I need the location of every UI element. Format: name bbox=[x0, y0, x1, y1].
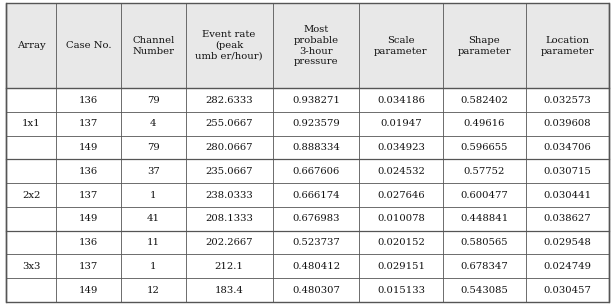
Text: 0.01947: 0.01947 bbox=[380, 119, 422, 128]
Text: 11: 11 bbox=[147, 238, 160, 247]
Text: 0.678347: 0.678347 bbox=[460, 262, 508, 271]
Text: Shape
parameter: Shape parameter bbox=[458, 36, 511, 56]
Text: 3x3: 3x3 bbox=[22, 262, 41, 271]
Text: 41: 41 bbox=[147, 214, 160, 223]
Text: 0.480307: 0.480307 bbox=[292, 285, 340, 295]
Text: 149: 149 bbox=[79, 143, 98, 152]
Text: 0.034706: 0.034706 bbox=[544, 143, 591, 152]
Text: 136: 136 bbox=[79, 238, 98, 247]
Text: Event rate
(peak
umb er/hour): Event rate (peak umb er/hour) bbox=[196, 30, 263, 61]
Text: 0.038627: 0.038627 bbox=[544, 214, 591, 223]
Text: 0.667606: 0.667606 bbox=[292, 167, 339, 176]
Text: 0.923579: 0.923579 bbox=[292, 119, 340, 128]
Text: 208.1333: 208.1333 bbox=[205, 214, 253, 223]
Text: 0.582402: 0.582402 bbox=[460, 95, 508, 105]
Text: 2x2: 2x2 bbox=[22, 191, 41, 199]
Text: 0.030457: 0.030457 bbox=[543, 285, 591, 295]
Text: 1: 1 bbox=[150, 262, 157, 271]
Text: 37: 37 bbox=[147, 167, 160, 176]
Text: 0.480412: 0.480412 bbox=[292, 262, 340, 271]
Text: 0.015133: 0.015133 bbox=[377, 285, 425, 295]
Text: 0.029151: 0.029151 bbox=[377, 262, 425, 271]
Text: 149: 149 bbox=[79, 285, 98, 295]
Text: Location
parameter: Location parameter bbox=[541, 36, 594, 56]
Text: 212.1: 212.1 bbox=[215, 262, 244, 271]
Text: 0.024532: 0.024532 bbox=[377, 167, 425, 176]
Text: 0.010078: 0.010078 bbox=[377, 214, 425, 223]
Text: 0.580565: 0.580565 bbox=[460, 238, 508, 247]
Text: 0.027646: 0.027646 bbox=[377, 191, 425, 199]
Text: Scale
parameter: Scale parameter bbox=[374, 36, 428, 56]
Text: 0.938271: 0.938271 bbox=[292, 95, 340, 105]
Text: 0.034923: 0.034923 bbox=[377, 143, 425, 152]
Text: 0.032573: 0.032573 bbox=[544, 95, 591, 105]
Bar bbox=[6, 3, 609, 88]
Text: Most
probable
3-hour
pressure: Most probable 3-hour pressure bbox=[293, 25, 338, 66]
Text: 0.543085: 0.543085 bbox=[460, 285, 508, 295]
Text: 4: 4 bbox=[150, 119, 157, 128]
Text: 1x1: 1x1 bbox=[22, 119, 41, 128]
Text: 0.49616: 0.49616 bbox=[464, 119, 505, 128]
Text: 79: 79 bbox=[147, 143, 160, 152]
Text: 136: 136 bbox=[79, 95, 98, 105]
Text: 137: 137 bbox=[79, 262, 98, 271]
Text: 0.020152: 0.020152 bbox=[377, 238, 425, 247]
Text: 0.676983: 0.676983 bbox=[292, 214, 339, 223]
Text: 137: 137 bbox=[79, 119, 98, 128]
Text: 0.888334: 0.888334 bbox=[292, 143, 340, 152]
Text: 235.0667: 235.0667 bbox=[205, 167, 253, 176]
Text: 1: 1 bbox=[150, 191, 157, 199]
Text: 12: 12 bbox=[147, 285, 160, 295]
Text: 136: 136 bbox=[79, 167, 98, 176]
Text: Array: Array bbox=[17, 41, 46, 50]
Text: 0.039608: 0.039608 bbox=[544, 119, 591, 128]
Text: 202.2667: 202.2667 bbox=[205, 238, 253, 247]
Text: 0.034186: 0.034186 bbox=[377, 95, 425, 105]
Text: 0.029548: 0.029548 bbox=[543, 238, 591, 247]
Text: 282.6333: 282.6333 bbox=[205, 95, 253, 105]
Text: 137: 137 bbox=[79, 191, 98, 199]
Text: 79: 79 bbox=[147, 95, 160, 105]
Text: 0.024749: 0.024749 bbox=[543, 262, 591, 271]
Text: Case No.: Case No. bbox=[66, 41, 111, 50]
Text: 0.666174: 0.666174 bbox=[292, 191, 339, 199]
Text: 238.0333: 238.0333 bbox=[205, 191, 253, 199]
Text: 280.0667: 280.0667 bbox=[205, 143, 253, 152]
Text: 0.523737: 0.523737 bbox=[292, 238, 340, 247]
Text: 183.4: 183.4 bbox=[215, 285, 244, 295]
Text: Channel
Number: Channel Number bbox=[132, 36, 175, 56]
Text: 0.600477: 0.600477 bbox=[460, 191, 508, 199]
Text: 255.0667: 255.0667 bbox=[205, 119, 253, 128]
Text: 149: 149 bbox=[79, 214, 98, 223]
Text: 0.448841: 0.448841 bbox=[460, 214, 508, 223]
Text: 0.596655: 0.596655 bbox=[461, 143, 508, 152]
Text: 0.030441: 0.030441 bbox=[543, 191, 592, 199]
Text: 0.57752: 0.57752 bbox=[464, 167, 505, 176]
Text: 0.030715: 0.030715 bbox=[543, 167, 591, 176]
